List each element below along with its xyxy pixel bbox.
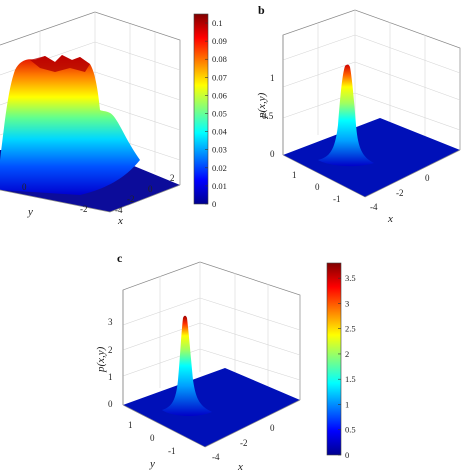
panel-a-colorbar-tick-label: 0.02 (212, 163, 227, 173)
panel-c-colorbar-tick-label: 1 (345, 399, 349, 409)
panel-a-colorbar-tick-label: 0.08 (212, 54, 227, 64)
panel-c-xtick: 0 (270, 423, 275, 433)
panel-a-ytick: -2 (80, 204, 88, 214)
panel-b: b 0 0.5 1 p(x,y) 1 0 -1 -4 -2 0 x (256, 3, 461, 225)
panel-b-ytick: 0 (315, 182, 320, 192)
panel-c-colorbar-ramp (326, 262, 342, 456)
panel-a-colorbar-tick-label: 0 (212, 199, 216, 209)
panel-c-xtick: -4 (212, 452, 220, 462)
panel-b-ztick: 0 (270, 149, 275, 159)
panel-b-floor (283, 118, 460, 197)
panel-c-ztick: 1 (108, 372, 113, 382)
panel-a-xtick: -2 (127, 194, 135, 204)
panel-a-xtick: -4 (115, 205, 123, 215)
panel-a-surface (0, 55, 140, 195)
panel-a-colorbar-tick-label: 0.05 (212, 109, 227, 119)
panel-c-ytick: 0 (150, 433, 155, 443)
panel-c: c 0 1 2 3 p(x,y) 1 0 -1 y -4 -2 0 x (95, 251, 301, 473)
panel-b-peak (318, 64, 374, 167)
panel-b-x-axis (364, 149, 461, 198)
panel-c-ytick: 1 (128, 420, 133, 430)
panel-a-colorbar-tick-label: 0.07 (212, 72, 227, 82)
panel-a-colorbar-ramp (193, 13, 209, 205)
panel-c-ylabel: y (149, 458, 155, 470)
panel-c-ztick: 3 (108, 317, 113, 327)
panel-c-ztick: 0 (108, 399, 113, 409)
panel-a-xtick: 2 (170, 173, 175, 183)
panel-a-colorbar-tick-label: 0.09 (212, 36, 227, 46)
panel-c-colorbar-tick-label: 2 (345, 349, 349, 359)
panel-b-label: b (258, 3, 265, 17)
panel-b-grid (282, 9, 461, 155)
panel-a-colorbar-tick-label: 0.04 (212, 127, 228, 137)
panel-a-colorbar: 0 0.01 0.02 0.03 0.04 0.05 0.06 0.07 0.08 0.09 0.1 (193, 13, 228, 209)
panel-a-colorbar-tick-label: 0.01 (212, 181, 227, 191)
panel-c-x-axis (204, 399, 301, 448)
panel-a-colorbar-tick-label: 0.1 (212, 18, 223, 28)
panel-a-plateau-top (30, 55, 90, 72)
panel-b-xtick: -2 (396, 188, 404, 198)
panel-c-colorbar-tick-label: 0 (345, 450, 349, 460)
panel-c-ytick: -1 (168, 446, 176, 456)
panel-a-ytick: 0 (22, 182, 27, 192)
panel-a-ylabel: y (27, 206, 33, 218)
panel-c-y-axis (122, 404, 206, 448)
panel-c-colorbar-tick-label: 2.5 (345, 324, 356, 334)
panel-c-xlabel: x (237, 461, 243, 473)
panel-a-x-axis (109, 184, 181, 213)
panel-a-xlabel: x (117, 215, 123, 227)
panel-b-xlabel: x (387, 213, 393, 225)
panel-a-xtick: 0 (148, 184, 153, 194)
panel-c-floor (123, 368, 300, 447)
panel-a-colorbar-tick-label: 0.03 (212, 145, 227, 155)
panel-c-colorbar-tick-label: 1.5 (345, 374, 356, 384)
panel-c-colorbar-tick-label: 0.5 (345, 425, 356, 435)
panel-b-ztick: 1 (270, 73, 275, 83)
panel-c-colorbar: 0 0.5 1 1.5 2 2.5 3 3.5 (326, 262, 356, 460)
panel-b-xtick: 0 (425, 173, 430, 183)
panel-c-colorbar-tick-label: 3 (345, 298, 349, 308)
panel-c-ztick: 2 (108, 345, 113, 355)
panel-b-ytick: -1 (333, 194, 341, 204)
panel-b-y-axis (282, 154, 366, 198)
panel-b-xtick: -4 (370, 202, 378, 212)
panel-b-zlabel: p(x,y) (256, 92, 268, 119)
panel-a-y-axis (0, 189, 111, 213)
panel-b-ztick: 0.5 (262, 111, 274, 121)
panel-b-ytick: 1 (292, 170, 297, 180)
panel-a-colorbar-tick-label: 0.06 (212, 90, 227, 100)
panel-c-xtick: -2 (240, 438, 248, 448)
panel-c-peak (162, 315, 212, 416)
panel-a: 0 -2 -4 -2 0 2 y x (0, 11, 181, 227)
panel-c-colorbar-tick-label: 3.5 (345, 273, 356, 283)
panel-c-zlabel: p(x,y) (95, 346, 107, 373)
panel-c-label: c (117, 251, 123, 265)
